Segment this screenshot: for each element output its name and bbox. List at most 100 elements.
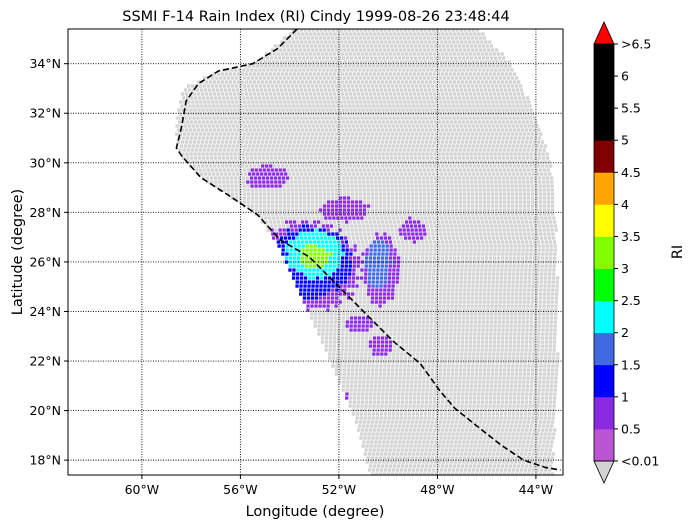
swath-point — [375, 144, 379, 148]
swath-point — [459, 84, 463, 88]
swath-point — [233, 80, 237, 84]
swath-point — [331, 232, 335, 236]
swath-point — [481, 108, 485, 112]
swath-point — [448, 72, 453, 76]
swath-point — [278, 96, 282, 100]
swath-point — [468, 64, 472, 68]
swath-point — [433, 80, 437, 84]
swath-point — [362, 148, 366, 152]
swath-point — [204, 116, 208, 120]
swath-point — [434, 96, 438, 100]
swath-point — [395, 76, 399, 80]
swath-point — [369, 164, 373, 168]
swath-point — [308, 52, 312, 56]
swath-point — [471, 132, 475, 136]
swath-point — [265, 108, 269, 112]
swath-point — [253, 80, 257, 84]
swath-point — [330, 36, 334, 40]
swath-point — [448, 236, 452, 240]
swath-point — [449, 256, 453, 260]
swath-point — [481, 44, 485, 48]
swath-point — [450, 120, 454, 124]
swath-point — [386, 56, 390, 60]
swath-point — [270, 156, 274, 160]
swath-point — [514, 208, 519, 212]
swath-point — [189, 128, 193, 132]
swath-point — [505, 252, 509, 256]
swath-point — [245, 80, 249, 84]
swath-point — [462, 156, 466, 160]
swath-point — [282, 112, 287, 116]
swath-point — [370, 156, 374, 160]
swath-point — [244, 64, 248, 68]
swath-point — [380, 216, 384, 220]
swath-point — [179, 144, 183, 148]
swath-point — [499, 88, 504, 92]
swath-point — [449, 128, 453, 132]
swath-point — [436, 116, 440, 120]
swath-point — [530, 156, 534, 160]
swath-point — [509, 224, 513, 228]
swath-point — [317, 32, 321, 36]
swath-point — [368, 172, 372, 176]
swath-point — [525, 248, 529, 252]
swath-point — [335, 160, 339, 164]
swath-point — [541, 244, 545, 248]
swath-point — [422, 156, 426, 160]
swath-point — [218, 184, 222, 188]
swath-point — [287, 124, 291, 128]
swath-point — [476, 268, 480, 272]
swath-point — [398, 156, 402, 160]
swath-point — [340, 268, 344, 272]
swath-point — [332, 52, 336, 56]
swath-point — [323, 100, 327, 104]
swath-point — [383, 160, 387, 164]
swath-point — [521, 220, 525, 224]
swath-point — [516, 268, 520, 272]
swath-point — [347, 232, 351, 236]
swath-point — [301, 152, 305, 156]
swath-point — [409, 108, 413, 112]
swath-point — [462, 36, 466, 40]
swath-point — [503, 60, 507, 64]
swath-point — [403, 48, 407, 52]
swath-point — [278, 120, 282, 124]
swath-point — [299, 48, 303, 52]
swath-point — [192, 140, 196, 144]
swath-point — [534, 188, 538, 192]
swath-point — [401, 244, 405, 248]
swath-point — [416, 40, 420, 44]
swath-point — [198, 112, 203, 116]
swath-point — [530, 148, 534, 152]
swath-point — [385, 256, 389, 260]
swath-point — [524, 172, 528, 176]
swath-point — [517, 152, 521, 156]
swath-point — [468, 104, 472, 108]
swath-point — [262, 112, 267, 116]
swath-point — [326, 212, 331, 216]
swath-point — [465, 164, 469, 168]
swath-point — [414, 192, 419, 196]
swath-point — [453, 220, 457, 224]
swath-point — [224, 116, 228, 120]
swath-point — [522, 208, 527, 212]
swath-point — [410, 148, 414, 152]
swath-point — [211, 76, 215, 80]
swath-point — [425, 152, 429, 156]
swath-point — [524, 140, 528, 144]
swath-point — [379, 124, 383, 128]
swath-point — [303, 76, 307, 80]
swath-point — [243, 144, 247, 148]
swath-point — [226, 112, 231, 116]
swath-point — [531, 280, 535, 284]
swath-point — [403, 76, 407, 80]
swath-point — [250, 96, 254, 100]
swath-point — [263, 60, 267, 64]
swath-point — [242, 96, 246, 100]
swath-point — [375, 132, 379, 136]
swath-point — [372, 92, 377, 96]
swath-point — [496, 236, 500, 240]
swath-point — [531, 132, 535, 136]
swath-point — [458, 228, 462, 232]
swath-point — [437, 256, 441, 260]
